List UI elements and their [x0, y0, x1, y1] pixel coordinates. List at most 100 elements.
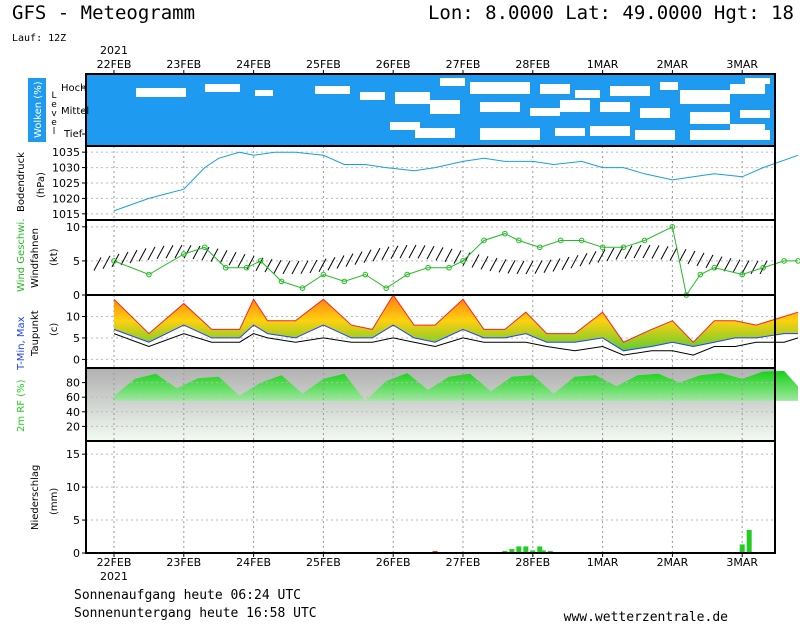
pressure-tick-label: 1015	[52, 208, 80, 221]
clear-sky-patch	[530, 108, 560, 116]
page-title: GFS - Meteogramm	[12, 2, 196, 24]
cloud-side-label: e	[51, 118, 57, 128]
cloud-level-label: Tief	[63, 129, 83, 140]
clear-sky-patch	[390, 122, 420, 130]
wind-barb	[336, 255, 345, 269]
wind-barb	[750, 260, 759, 275]
humidity-axis-label: 2m RF (%)	[16, 379, 27, 432]
precipitation-bar	[746, 529, 752, 553]
wind-barb	[255, 257, 264, 271]
clear-sky-patch	[480, 102, 520, 112]
wind-barb	[543, 259, 552, 273]
wind-barb	[453, 250, 462, 264]
wind-barb	[642, 244, 651, 259]
wind-speed-point	[781, 258, 787, 264]
clear-sky-patch	[136, 88, 186, 97]
day-label-bottom: 3MAR	[726, 556, 758, 569]
wind-barb	[138, 248, 147, 262]
precipitation-tick-label: 5	[73, 514, 80, 527]
tmax-line	[113, 294, 799, 343]
precipitation-bar	[537, 546, 543, 553]
wind-barb	[147, 246, 156, 261]
wind-barb	[237, 253, 246, 268]
pressure-tick-label: 1030	[52, 162, 80, 175]
wind-barb	[129, 249, 138, 264]
wind-tick-label: 0	[73, 289, 80, 302]
wind-barb	[669, 247, 678, 261]
wind-barb	[624, 245, 633, 259]
day-label-bottom: 24FEB	[236, 556, 271, 569]
humidity-area	[114, 370, 798, 401]
wind-speed-point	[320, 271, 327, 278]
wind-barb	[93, 257, 102, 271]
clear-sky-patch	[730, 84, 765, 94]
wind-barb	[390, 245, 399, 259]
wind-barb	[201, 246, 210, 261]
clear-sky-patch	[470, 82, 530, 94]
temperature-axis-label: T-Min, Max	[16, 316, 27, 371]
clear-sky-patch	[610, 86, 650, 96]
clear-sky-patch	[395, 92, 430, 104]
wind-unit-label: (kt)	[49, 248, 60, 266]
wind-speed-point	[257, 258, 264, 264]
wind-speed-point	[481, 237, 487, 244]
wind-speed-point	[739, 271, 746, 278]
wind-barb	[426, 245, 435, 260]
wind-barb	[660, 246, 669, 260]
precipitation-frame	[85, 440, 776, 554]
wind-barb	[525, 260, 534, 275]
temperature-axis-label-2: Taupunkt	[30, 310, 41, 357]
wind-barb	[156, 245, 165, 260]
wind-barb	[489, 257, 498, 272]
wind-barb	[318, 258, 327, 272]
wind-tick-label: 5	[73, 255, 80, 268]
cloud-side-label: v	[51, 109, 57, 119]
cloud-side-label: l	[53, 127, 56, 137]
wind-speed-point	[201, 244, 208, 251]
wind-barb	[552, 258, 561, 272]
clear-sky-patch	[555, 128, 585, 136]
wind-barb	[120, 251, 129, 266]
wind-barb	[372, 247, 381, 262]
clear-sky-patch	[730, 124, 765, 132]
wind-speed-point	[711, 264, 718, 271]
wind-barb	[732, 259, 741, 273]
cloud-level-label: Hoch	[61, 83, 86, 94]
location-coordinates: Lon: 8.0000 Lat: 49.0000 Hgt: 18	[427, 2, 794, 24]
tmin-line	[113, 324, 798, 352]
day-label-top: 23FEB	[166, 58, 201, 71]
humidity-background	[86, 368, 775, 441]
wind-barb	[210, 248, 219, 262]
wind-barb	[498, 259, 507, 273]
wind-barb	[570, 254, 579, 269]
model-run: Lauf: 12Z	[12, 33, 67, 44]
wind-speed-point	[181, 251, 187, 257]
precipitation-bar	[523, 546, 529, 553]
wind-barb	[192, 245, 201, 260]
year-label-bottom: 2021	[100, 570, 128, 583]
wind-barb	[408, 244, 417, 259]
wind-barb	[444, 248, 453, 263]
clear-sky-patch	[360, 92, 385, 100]
humidity-tick-label: 40	[66, 406, 80, 419]
wind-barb	[597, 249, 606, 263]
cloud-axis-label: Wolken (%)	[33, 81, 44, 138]
wind-barb	[228, 252, 237, 266]
wind-speed-point	[425, 264, 431, 271]
clear-sky-patch	[440, 78, 465, 86]
wind-speed-point	[278, 278, 285, 285]
clear-sky-patch	[635, 130, 675, 140]
pressure-tick-label: 1020	[52, 192, 80, 205]
day-label-top: 28FEB	[515, 58, 550, 71]
precipitation-axis-label: Niederschlag	[30, 465, 41, 530]
clear-sky-patch	[680, 90, 730, 104]
day-label-bottom: 25FEB	[306, 556, 341, 569]
clear-sky-patch	[415, 128, 455, 138]
wind-barb	[507, 260, 516, 274]
cloud-side-label: e	[51, 100, 57, 110]
clear-sky-patch	[640, 108, 670, 118]
cloud-side-label: L	[51, 91, 56, 101]
precipitation-bar	[509, 549, 515, 553]
clear-sky-patch	[430, 100, 460, 114]
